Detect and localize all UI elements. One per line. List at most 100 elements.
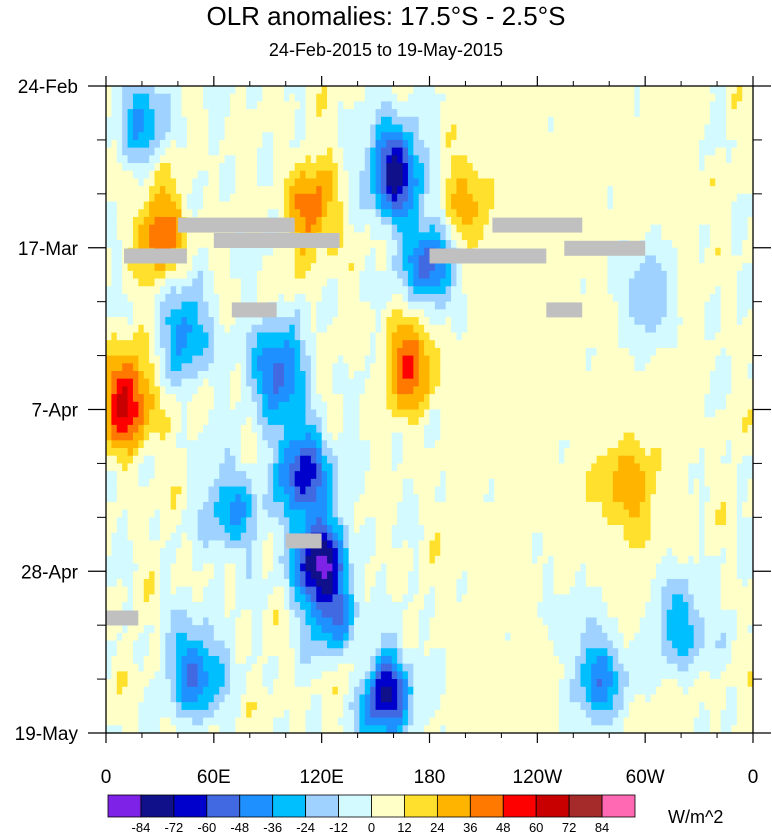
field-cell [704,293,711,303]
field-cell [569,109,576,118]
field-cell [176,324,183,334]
field-cell [736,317,743,326]
field-cell [116,278,123,287]
field-cell [429,201,436,210]
field-cell [731,293,738,303]
field-cell [618,201,625,210]
field-cell [569,170,576,180]
field-cell [213,394,220,403]
field-cell [451,101,458,110]
field-cell [682,386,689,395]
field-cell [451,347,458,357]
field-cell [602,301,609,310]
field-cell [655,340,662,349]
field-cell [677,101,684,110]
field-cell [661,155,668,164]
field-cell [348,116,355,126]
field-cell [289,270,296,280]
field-cell [542,301,549,310]
field-cell [106,324,112,334]
field-cell [645,270,652,280]
field-cell [413,170,420,180]
field-cell [585,124,592,133]
field-cell [548,386,555,395]
field-cell [591,278,598,287]
field-cell [418,340,425,349]
field-cell [612,155,619,164]
field-cell [413,378,420,387]
field-cell [321,86,328,95]
field-cell [224,386,231,395]
field-cell [203,347,210,357]
field-cell [370,363,377,372]
field-cell [213,116,220,126]
field-cell [348,101,355,110]
field-cell [461,132,468,141]
field-cell [451,355,458,364]
field-cell [370,240,377,249]
field-cell [467,394,474,403]
field-cell [596,332,603,341]
field-cell [143,193,150,203]
field-cell [294,255,301,264]
field-cell [585,116,592,126]
field-cell [203,278,210,287]
field-cell [348,270,355,280]
field-cell [240,394,247,403]
field-cell [591,224,598,233]
field-cell [645,178,652,187]
field-cell [256,247,263,257]
field-cell [602,209,609,218]
field-cell [397,355,404,364]
field-cell [461,216,468,226]
field-cell [348,355,355,364]
field-cell [203,324,210,334]
field-cell [165,232,172,241]
field-cell [634,394,641,403]
field-cell [418,347,425,357]
field-cell [165,124,172,133]
field-cell [483,293,490,303]
field-cell [165,86,172,95]
field-cell [165,340,172,349]
field-cell [456,224,463,233]
field-cell [677,109,684,118]
field-cell [402,155,409,164]
field-cell [391,209,398,218]
field-cell [354,401,361,411]
field-cell [132,170,139,180]
field-cell [397,370,404,380]
field-cell [321,255,328,264]
field-cell [132,193,139,203]
field-cell [278,93,285,102]
field-cell [159,301,166,310]
field-cell [380,101,387,110]
field-cell [348,93,355,102]
field-cell [337,232,344,241]
field-cell [607,386,614,395]
field-cell [251,340,258,349]
field-cell [203,286,210,295]
field-cell [747,355,753,364]
field-cell [429,193,436,203]
field-cell [343,101,350,110]
field-cell [726,93,733,102]
field-cell [742,355,749,364]
field-cell [397,293,404,303]
field-cell [704,263,711,272]
field-cell [575,178,582,187]
field-cell [742,394,749,403]
field-cell [230,201,236,210]
field-cell [575,378,582,387]
field-cell [192,93,199,102]
field-cell [510,370,517,380]
field-cell [434,332,441,341]
field-cell [456,324,463,334]
field-cell [736,394,743,403]
field-cell [429,124,436,133]
field-cell [375,209,382,218]
field-cell [316,155,323,164]
field-cell [267,255,274,264]
field-cell [461,324,468,334]
